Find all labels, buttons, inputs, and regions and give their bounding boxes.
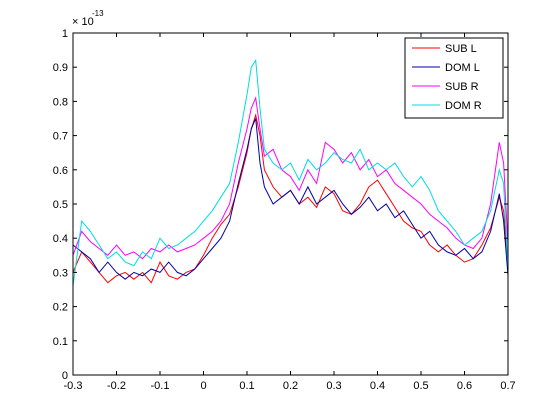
legend-entry-3: SUB R — [445, 81, 479, 93]
y-tick-label: 0.9 — [53, 62, 68, 74]
series-layer — [72, 58, 509, 287]
y-tick-label: 0.7 — [53, 131, 68, 143]
y-multiplier-label: × 10 — [72, 16, 94, 28]
series-line-2 — [72, 118, 509, 280]
legend: SUB L DOM L SUB R DOM R — [404, 37, 504, 119]
axes-layer: -0.3 -0.2 -0.1 0 0.1 0.2 0.3 0.4 0.5 0.6 0.7 0 0.1 0.… — [53, 28, 516, 392]
x-tick-label: -0.2 — [107, 380, 126, 392]
y-tick-label: 0 — [62, 370, 68, 382]
x-tick-label: 0.5 — [413, 380, 428, 392]
x-tick-label: 0.1 — [239, 380, 254, 392]
legend-entry-1: SUB L — [445, 43, 477, 55]
y-multiplier-exponent: -13 — [92, 9, 104, 18]
series-line-3 — [72, 96, 509, 260]
y-tick-label: 0.2 — [53, 302, 68, 314]
x-tick-label: -0.3 — [64, 380, 83, 392]
y-tick-label: 0.4 — [53, 233, 68, 245]
x-tick-label: 0.4 — [370, 380, 385, 392]
x-tick-label: 0.6 — [457, 380, 472, 392]
x-tick-label: 0.2 — [283, 380, 298, 392]
x-tick-label: 0.3 — [326, 380, 341, 392]
y-tick-label: 0.1 — [53, 336, 68, 348]
y-tick-label: 0.8 — [53, 96, 68, 108]
y-tick-label: 0.6 — [53, 165, 68, 177]
x-tick-label: 0.7 — [500, 380, 515, 392]
x-tick-label: -0.1 — [151, 380, 170, 392]
legend-entry-4: DOM R — [445, 100, 482, 112]
y-tick-label: 0.3 — [53, 267, 68, 279]
y-tick-label: 0.5 — [53, 199, 68, 211]
x-tick-label: 0 — [200, 380, 206, 392]
legend-entry-2: DOM L — [445, 62, 480, 74]
y-tick-label: 1 — [62, 28, 68, 40]
series-line-4 — [72, 58, 509, 287]
